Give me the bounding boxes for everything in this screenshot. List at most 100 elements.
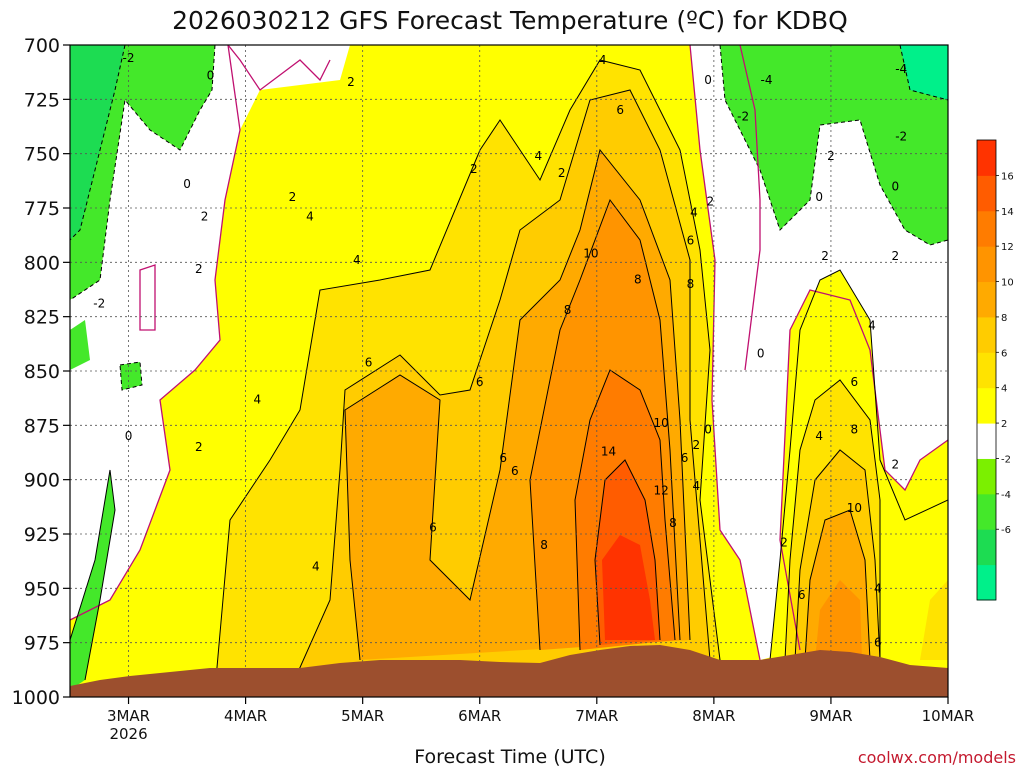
contour-label: -2: [737, 110, 749, 124]
contour-label: 0: [815, 190, 823, 204]
colorbar-swatch: [977, 458, 996, 495]
contour-pos2-left: [70, 469, 116, 681]
colorbar-swatch: [977, 281, 996, 318]
colorbar-swatch: [977, 387, 996, 424]
contour-label: 6: [798, 588, 806, 602]
contour-label: 6: [687, 234, 695, 248]
contour-label: 4: [534, 149, 542, 163]
contour-neg2-blob: [119, 361, 143, 391]
contour-label: 6: [851, 375, 859, 389]
contour-neg4-right: [899, 45, 948, 101]
contour-label: 0: [207, 68, 215, 82]
contour-label: 2: [201, 210, 209, 224]
contour-label: 8: [564, 303, 572, 317]
contour-label: -2: [93, 297, 105, 311]
contour-neg4-left: [70, 45, 126, 241]
contour-pos12: [574, 369, 676, 651]
y-tick-label: 1000: [12, 687, 60, 709]
contour-label: 2: [891, 457, 899, 471]
contour-label: 2: [470, 162, 478, 176]
contour-label: 0: [704, 423, 712, 437]
contour-label: 6: [874, 636, 882, 650]
colorbar-swatch: [977, 246, 996, 283]
contour-label: 8: [669, 516, 677, 530]
x-tick-sublabel: 2026: [109, 725, 147, 743]
cold-region-left-lower: [70, 320, 90, 370]
contour-label: 6: [429, 520, 437, 534]
contour-label: 2: [827, 149, 835, 163]
contour-label: 4: [306, 210, 314, 224]
cold-blob: [120, 362, 142, 390]
colorbar-tick-label: -2: [1001, 454, 1011, 465]
contour-label: 2: [707, 194, 715, 208]
colorbar-swatch: [977, 316, 996, 353]
warm-core-16: [602, 535, 655, 640]
colorbar-tick-label: 16: [1001, 171, 1014, 182]
x-tick-label: 5MAR: [341, 707, 384, 725]
colorbar-tick-label: -4: [1001, 490, 1011, 501]
contour-label: 6: [681, 451, 689, 465]
contour-label: 6: [499, 451, 507, 465]
x-tick-label: 3MAR: [107, 707, 150, 725]
contour-pos4-right: [784, 379, 881, 661]
contour-label: -2: [123, 51, 135, 65]
plot-area: -20022-202424244662666428810468101412864…: [70, 45, 948, 697]
contour-label: 2: [780, 536, 788, 550]
contour-label: 4: [692, 479, 700, 493]
contour-label: 0: [125, 429, 133, 443]
x-tick-label: 8MAR: [692, 707, 735, 725]
grid-lines: [70, 45, 948, 697]
contour-label: 6: [365, 355, 373, 369]
contour-pos10: [529, 198, 681, 651]
x-tick-label: 9MAR: [809, 707, 852, 725]
colorbar-swatch: [977, 210, 996, 247]
contour-pos2-right: [769, 269, 948, 661]
colorbar-swatch: [977, 175, 996, 212]
colorbar-tick-label: 10: [1001, 278, 1014, 289]
contour-label: 14: [601, 444, 616, 458]
contour-label: 6: [616, 103, 624, 117]
colorbar-tick-label: 14: [1001, 207, 1014, 218]
colorbar-frame: [976, 139, 997, 601]
contour-label: 10: [583, 247, 598, 261]
cold-region-right-inner: [900, 45, 948, 100]
colorbar-tick-label: 2: [1001, 419, 1007, 430]
colorbar: 16 14 12 10 8 6 4 2 -2 -4 -6: [976, 139, 1014, 601]
contour-label: 4: [874, 581, 882, 595]
contour-label: 8: [634, 273, 642, 287]
contour-zero-left-outer: [227, 45, 331, 91]
contour-label: 2: [347, 75, 355, 89]
contour-zero-right: [689, 45, 761, 661]
green-toe: [70, 470, 115, 690]
contour-pos4: [214, 59, 721, 691]
x-tick-label: 7MAR: [575, 707, 618, 725]
cold-region-right: [720, 45, 948, 245]
colorbar-swatch: [977, 493, 996, 530]
contour-label: 12: [654, 484, 669, 498]
y-tick-label: 775: [24, 198, 60, 220]
y-tick-label: 750: [24, 144, 60, 166]
contour-label: -4: [895, 62, 907, 76]
contour-label: 8: [851, 423, 859, 437]
contour-label: 2: [195, 262, 203, 276]
contour-label: 8: [687, 277, 695, 291]
contour-pos6: [289, 89, 711, 691]
contour-label: 0: [183, 177, 191, 191]
y-tick-label: 875: [24, 415, 60, 437]
contour-label: 10: [654, 416, 669, 430]
contour-label: 4: [815, 429, 823, 443]
contour-zero-left: [70, 45, 241, 621]
contour-label: 8: [540, 538, 548, 552]
colorbar-tick-label: 12: [1001, 242, 1014, 253]
contour-label: 4: [312, 560, 320, 574]
contour-label: 4: [353, 253, 361, 267]
colorbar-tick-label: 4: [1001, 384, 1007, 395]
colorbar-tick-label: 8: [1001, 313, 1007, 324]
credit-link[interactable]: coolwx.com/models: [858, 748, 1016, 767]
contour-zero-right-3: [739, 45, 761, 371]
x-axis-label: Forecast Time (UTC): [414, 746, 605, 768]
contour-zero-right-2: [779, 289, 948, 651]
y-tick-label: 925: [24, 524, 60, 546]
warm-right-edge: [920, 580, 948, 660]
